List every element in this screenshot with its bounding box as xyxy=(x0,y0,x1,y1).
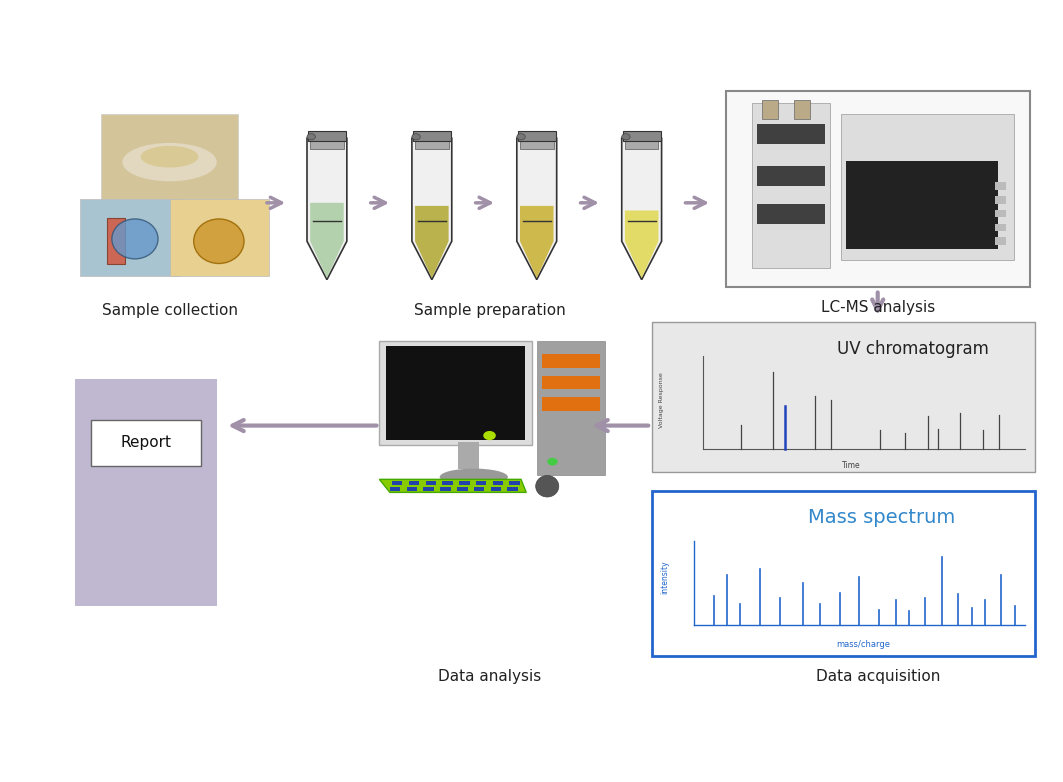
Bar xyxy=(457,487,468,491)
Bar xyxy=(386,346,525,440)
Bar xyxy=(407,487,417,491)
Bar xyxy=(757,166,825,185)
Bar xyxy=(757,203,825,224)
Ellipse shape xyxy=(622,134,630,140)
Ellipse shape xyxy=(484,431,495,440)
Ellipse shape xyxy=(193,219,244,264)
Bar xyxy=(995,196,1006,203)
Bar xyxy=(520,142,554,149)
Bar xyxy=(409,481,419,485)
Bar xyxy=(509,481,520,485)
Bar xyxy=(425,481,436,485)
Text: Report: Report xyxy=(120,436,171,450)
Bar xyxy=(995,210,1006,217)
Bar xyxy=(757,124,825,144)
Bar xyxy=(491,487,501,491)
Bar xyxy=(995,224,1006,231)
FancyBboxPatch shape xyxy=(652,322,1035,472)
Ellipse shape xyxy=(411,134,420,140)
Text: Data acquisition: Data acquisition xyxy=(815,669,940,684)
Bar xyxy=(794,100,810,120)
Text: Voltage Response: Voltage Response xyxy=(659,372,664,428)
Bar xyxy=(458,443,479,469)
FancyBboxPatch shape xyxy=(170,199,269,276)
Bar xyxy=(440,487,451,491)
Bar xyxy=(106,218,125,264)
Bar xyxy=(308,131,345,142)
Text: UV chromatogram: UV chromatogram xyxy=(837,340,989,358)
Bar xyxy=(542,397,600,411)
Bar xyxy=(841,114,1014,260)
Bar xyxy=(412,131,451,142)
FancyBboxPatch shape xyxy=(81,199,180,276)
Ellipse shape xyxy=(440,468,508,486)
FancyBboxPatch shape xyxy=(379,341,532,445)
Bar xyxy=(390,487,401,491)
Bar xyxy=(995,182,1006,190)
Bar xyxy=(459,481,470,485)
Bar xyxy=(442,481,453,485)
Bar xyxy=(518,131,556,142)
Bar xyxy=(762,100,778,120)
Bar xyxy=(423,487,434,491)
Bar xyxy=(392,481,403,485)
Polygon shape xyxy=(415,206,449,278)
Text: LC-MS analysis: LC-MS analysis xyxy=(821,300,934,315)
Bar xyxy=(542,375,600,389)
Ellipse shape xyxy=(536,475,559,497)
Polygon shape xyxy=(411,138,452,280)
Bar xyxy=(995,238,1006,245)
Bar xyxy=(625,142,658,149)
Bar xyxy=(476,481,487,485)
Text: Time: Time xyxy=(842,461,861,470)
Bar xyxy=(474,487,485,491)
Bar xyxy=(310,142,343,149)
Polygon shape xyxy=(622,138,661,280)
Bar xyxy=(623,131,660,142)
Text: Data analysis: Data analysis xyxy=(438,669,541,684)
Ellipse shape xyxy=(140,146,199,167)
FancyBboxPatch shape xyxy=(90,420,201,465)
Bar xyxy=(492,481,503,485)
Polygon shape xyxy=(517,138,557,280)
Ellipse shape xyxy=(112,219,158,259)
Text: Sample collection: Sample collection xyxy=(102,303,237,317)
Bar xyxy=(415,142,449,149)
Bar xyxy=(846,161,998,249)
Text: mass/charge: mass/charge xyxy=(836,640,890,649)
FancyBboxPatch shape xyxy=(652,491,1035,656)
Text: Mass spectrum: Mass spectrum xyxy=(808,508,956,527)
Circle shape xyxy=(547,457,558,465)
Polygon shape xyxy=(379,479,526,493)
FancyBboxPatch shape xyxy=(75,379,217,606)
Ellipse shape xyxy=(307,134,316,140)
Ellipse shape xyxy=(122,143,217,181)
Text: Sample preparation: Sample preparation xyxy=(414,303,566,317)
Bar xyxy=(507,487,518,491)
Polygon shape xyxy=(310,203,343,278)
Polygon shape xyxy=(307,138,347,280)
Text: intensity: intensity xyxy=(660,560,670,594)
Bar xyxy=(542,354,600,368)
FancyBboxPatch shape xyxy=(726,91,1030,287)
Polygon shape xyxy=(520,206,554,278)
Ellipse shape xyxy=(517,134,525,140)
Bar xyxy=(752,103,830,268)
Polygon shape xyxy=(625,210,658,278)
Bar xyxy=(537,341,605,475)
FancyBboxPatch shape xyxy=(101,114,238,199)
